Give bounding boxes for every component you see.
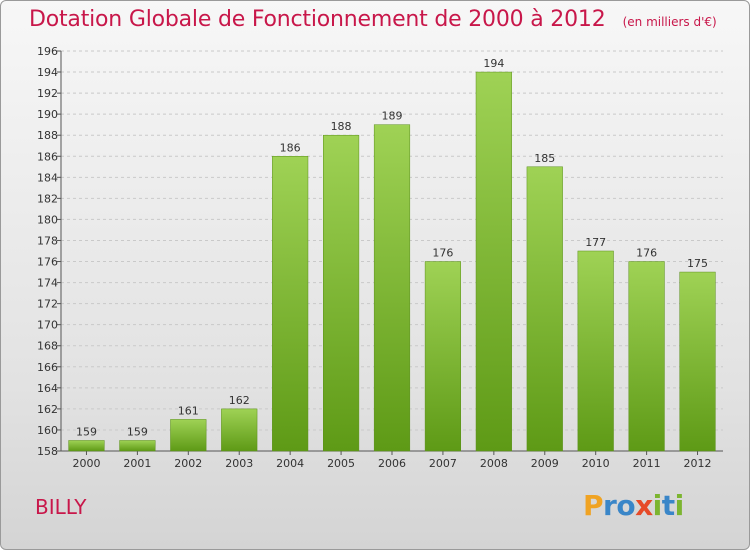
y-tick-label: 158 [37,445,58,458]
x-tick-label: 2009 [531,457,559,470]
y-tick-label: 170 [37,319,58,332]
y-tick-label: 184 [37,171,58,184]
data-label: 186 [280,141,301,154]
bar [577,250,614,452]
data-label: 176 [636,247,657,260]
y-tick-labels: 158 160 162 164 166 168 170 172 174 176 178 180 182 1… [37,45,58,458]
x-tick-label: 2008 [480,457,508,470]
bars [68,71,716,452]
x-tick-label: 2002 [174,457,202,470]
data-label: 159 [127,425,148,438]
data-label: 194 [483,57,504,70]
data-label: 177 [585,236,606,249]
bar [119,440,156,452]
y-tick-label: 186 [37,150,58,163]
y-tick-label: 182 [37,192,58,205]
x-tick-label: 2001 [123,457,151,470]
logo-letter: i [674,489,685,522]
y-tick-label: 176 [37,256,58,269]
x-tick-label: 2005 [327,457,355,470]
y-tick-label: 160 [37,424,58,437]
bar [68,440,105,452]
y-tick-label: 190 [37,108,58,121]
bar [170,419,207,452]
logo-letter: P [583,489,604,522]
x-tick-label: 2012 [684,457,712,470]
data-label: 161 [178,404,199,417]
logo-letter: r [603,489,617,522]
y-tick-label: 166 [37,361,58,374]
data-label: 185 [534,152,555,165]
y-tick-label: 188 [37,129,58,142]
bar [679,271,716,452]
data-label: 175 [687,257,708,270]
y-tick-label: 194 [37,66,58,79]
data-label: 162 [229,394,250,407]
logo-letter: x [635,489,653,522]
y-tick-label: 196 [37,45,58,58]
logo-letter: t [661,489,675,522]
bar [221,408,258,452]
chart-subtitle: (en milliers d'€) [622,15,717,29]
proxiti-logo: Proxiti [583,489,684,522]
logo-letter: i [652,489,663,522]
y-tick-label: 168 [37,340,58,353]
town-name: BILLY [35,495,87,519]
y-tick-label: 174 [37,277,58,290]
y-tick-label: 180 [37,213,58,226]
x-tick-label: 2000 [72,457,100,470]
data-label: 176 [432,247,453,260]
x-tick-label: 2007 [429,457,457,470]
y-tick-label: 192 [37,87,58,100]
bar [475,71,512,452]
bar [424,261,461,452]
logo-letter: o [616,489,636,522]
y-tick-label: 178 [37,234,58,247]
x-tick-labels: 2000 2001 2002 2003 2004 2005 2006 2007 2008 2009… [72,457,711,470]
x-tick-label: 2011 [633,457,661,470]
bar [373,124,411,452]
y-tick-label: 172 [37,298,58,311]
bar [323,134,360,452]
data-label: 188 [331,120,352,133]
bar [272,156,309,452]
x-tick-label: 2004 [276,457,304,470]
y-tick-label: 164 [37,382,58,395]
data-labels: 159 159 161 162 186 188 189 176 194 185 177 176 175 [76,57,708,438]
data-label: 159 [76,425,97,438]
bar [526,166,563,452]
data-label: 189 [382,110,403,123]
x-tick-label: 2003 [225,457,253,470]
x-tick-label: 2006 [378,457,406,470]
x-tick-label: 2010 [582,457,610,470]
y-tick-label: 162 [37,403,58,416]
chart-title-block: Dotation Globale de Fonctionnement de 20… [29,7,717,32]
chart-title: Dotation Globale de Fonctionnement de 20… [29,7,606,32]
bar [628,261,665,452]
